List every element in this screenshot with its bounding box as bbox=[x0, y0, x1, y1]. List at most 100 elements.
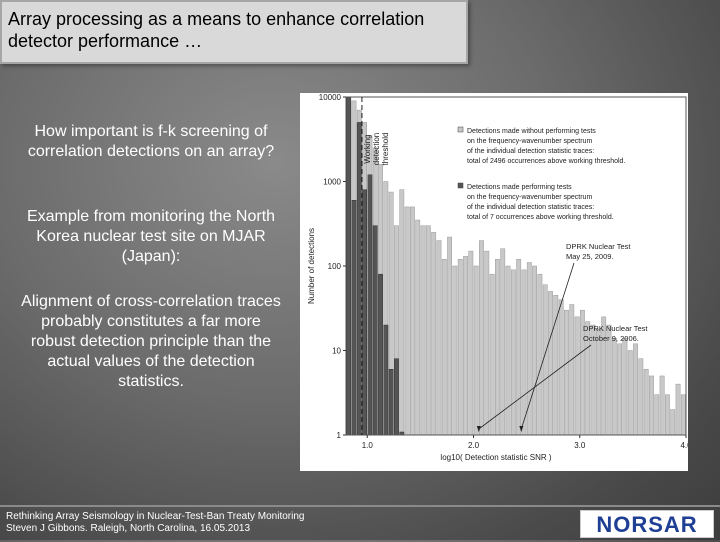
slide-title-line2: detector performance … bbox=[8, 31, 203, 51]
histogram-bar bbox=[404, 206, 410, 436]
x-tick-label: 3.0 bbox=[574, 441, 586, 450]
legend-text: on the frequency-wavenumber spectrum bbox=[467, 194, 592, 201]
histogram-bar bbox=[372, 225, 378, 436]
footer: Rethinking Array Seismology in Nuclear-T… bbox=[6, 511, 304, 535]
svg-text:NORSAR: NORSAR bbox=[596, 512, 697, 537]
histogram-bar bbox=[415, 219, 421, 436]
annotation-arrowhead bbox=[476, 426, 481, 432]
legend-text: total of 2496 occurrences above working … bbox=[467, 158, 625, 165]
histogram-bar bbox=[595, 328, 601, 436]
x-axis-label: log10( Detection statistic SNR ) bbox=[440, 453, 551, 462]
histogram-bar bbox=[399, 189, 405, 436]
histogram-bar bbox=[542, 284, 548, 436]
legend-swatch bbox=[457, 182, 464, 189]
legend-swatch bbox=[457, 126, 464, 133]
histogram-bar bbox=[548, 291, 553, 436]
y-tick-label: 10 bbox=[332, 347, 341, 356]
histogram-bar bbox=[420, 225, 426, 436]
histogram-bar bbox=[463, 256, 468, 436]
histogram-bar bbox=[659, 375, 665, 436]
footer-divider bbox=[0, 505, 720, 507]
histogram-bar bbox=[649, 375, 654, 436]
legend-text: of the individual detection statistic tr… bbox=[467, 148, 594, 155]
histogram-bar bbox=[622, 337, 628, 436]
histogram-bar bbox=[675, 383, 681, 436]
annotation-text: DPRK Nuclear Test bbox=[566, 242, 631, 251]
conclusion-paragraph: Alignment of cross-correlation traces pr… bbox=[21, 293, 281, 390]
threshold-label-line: Working bbox=[363, 134, 372, 163]
histogram-bar bbox=[617, 343, 622, 436]
annotation-text: October 9, 2006. bbox=[583, 334, 639, 343]
histogram-bar bbox=[425, 225, 431, 436]
histogram-bar bbox=[680, 394, 686, 436]
threshold-label-line: detection bbox=[372, 133, 381, 165]
annotation-arrowhead bbox=[519, 426, 524, 432]
annotation-arrow bbox=[520, 262, 575, 430]
histogram-bar bbox=[473, 265, 479, 436]
y-tick-label: 10000 bbox=[319, 93, 342, 102]
histogram-bar bbox=[654, 394, 660, 436]
histogram-bar bbox=[431, 232, 437, 436]
histogram-bar bbox=[532, 265, 537, 436]
histogram-bar bbox=[537, 273, 543, 436]
chart-panel: 1 10 100 1000 10000 1.0 2.0 3.0 4.0 log10( Detect… bbox=[300, 93, 688, 471]
annotation-text: DPRK Nuclear Test bbox=[583, 324, 648, 333]
histogram-bar bbox=[410, 206, 415, 436]
legend-text: Detections made performing tests bbox=[467, 184, 572, 191]
y-tick-label: 100 bbox=[328, 262, 342, 271]
histogram-bar bbox=[670, 409, 676, 436]
histogram-bar bbox=[495, 259, 500, 436]
legend-text: Detections made without performing tests bbox=[467, 128, 596, 135]
y-tick-label: 1 bbox=[337, 431, 342, 440]
histogram-chart: 1 10 100 1000 10000 1.0 2.0 3.0 4.0 log10( Detect… bbox=[307, 93, 688, 462]
histogram-bar bbox=[638, 358, 644, 436]
histogram-bar bbox=[489, 273, 495, 436]
histogram-bar bbox=[468, 250, 474, 436]
title-box: Array processing as a means to enhance c… bbox=[0, 0, 468, 64]
histogram-bar bbox=[394, 358, 399, 436]
x-tick-label: 2.0 bbox=[468, 441, 480, 450]
histogram-bar bbox=[569, 304, 575, 436]
histogram-bar bbox=[351, 199, 357, 436]
slide-title-line1: Array processing as a means to enhance c… bbox=[8, 9, 425, 29]
legend-text: of the individual detection statistic tr… bbox=[467, 204, 594, 211]
norsar-logo-mark: NORSAR bbox=[596, 512, 697, 537]
histogram-bar bbox=[362, 189, 367, 436]
footer-line2: Steven J Gibbons. Raleigh, North Carolin… bbox=[6, 523, 251, 534]
footer-line1: Rethinking Array Seismology in Nuclear-T… bbox=[6, 511, 305, 522]
threshold-label-line: threshold bbox=[381, 133, 390, 166]
histogram-bar bbox=[447, 236, 452, 436]
threshold-label: Working detection threshold bbox=[363, 133, 390, 166]
x-tick-label: 4.0 bbox=[680, 441, 688, 450]
histogram-bar bbox=[521, 269, 527, 436]
histogram-bar bbox=[500, 248, 506, 436]
histogram-bar bbox=[457, 259, 463, 436]
histogram-bar bbox=[388, 368, 394, 436]
histogram-bar bbox=[574, 316, 580, 436]
histogram-bar bbox=[633, 343, 638, 436]
plot-area bbox=[346, 96, 686, 436]
histogram-bar bbox=[346, 96, 352, 436]
histogram-bar bbox=[441, 259, 447, 436]
legend-text: on the frequency-wavenumber spectrum bbox=[467, 138, 592, 145]
example-paragraph: Example from monitoring the North Korea … bbox=[26, 208, 276, 265]
histogram-bar bbox=[627, 350, 633, 436]
histogram-bar bbox=[383, 324, 389, 436]
y-tick-label: 1000 bbox=[323, 178, 341, 187]
histogram-bar bbox=[611, 337, 617, 436]
histogram-bar bbox=[516, 259, 522, 436]
histogram-bar bbox=[452, 265, 458, 436]
histogram-bar bbox=[479, 240, 484, 436]
histogram-bar bbox=[665, 394, 670, 436]
histogram-bar bbox=[510, 269, 516, 436]
y-axis-label: Number of detections bbox=[307, 228, 316, 304]
x-tick-label: 1.0 bbox=[362, 441, 374, 450]
histogram-bar bbox=[436, 240, 442, 436]
legend-text: total of 7 occurrences above working thr… bbox=[467, 214, 614, 221]
histogram-bar bbox=[356, 122, 362, 436]
question-paragraph: How important is f-k screening of correl… bbox=[27, 123, 275, 160]
histogram-bar bbox=[484, 250, 490, 436]
histogram-bar bbox=[505, 265, 511, 436]
histogram-bar bbox=[378, 273, 383, 436]
histogram-bar bbox=[367, 174, 373, 436]
